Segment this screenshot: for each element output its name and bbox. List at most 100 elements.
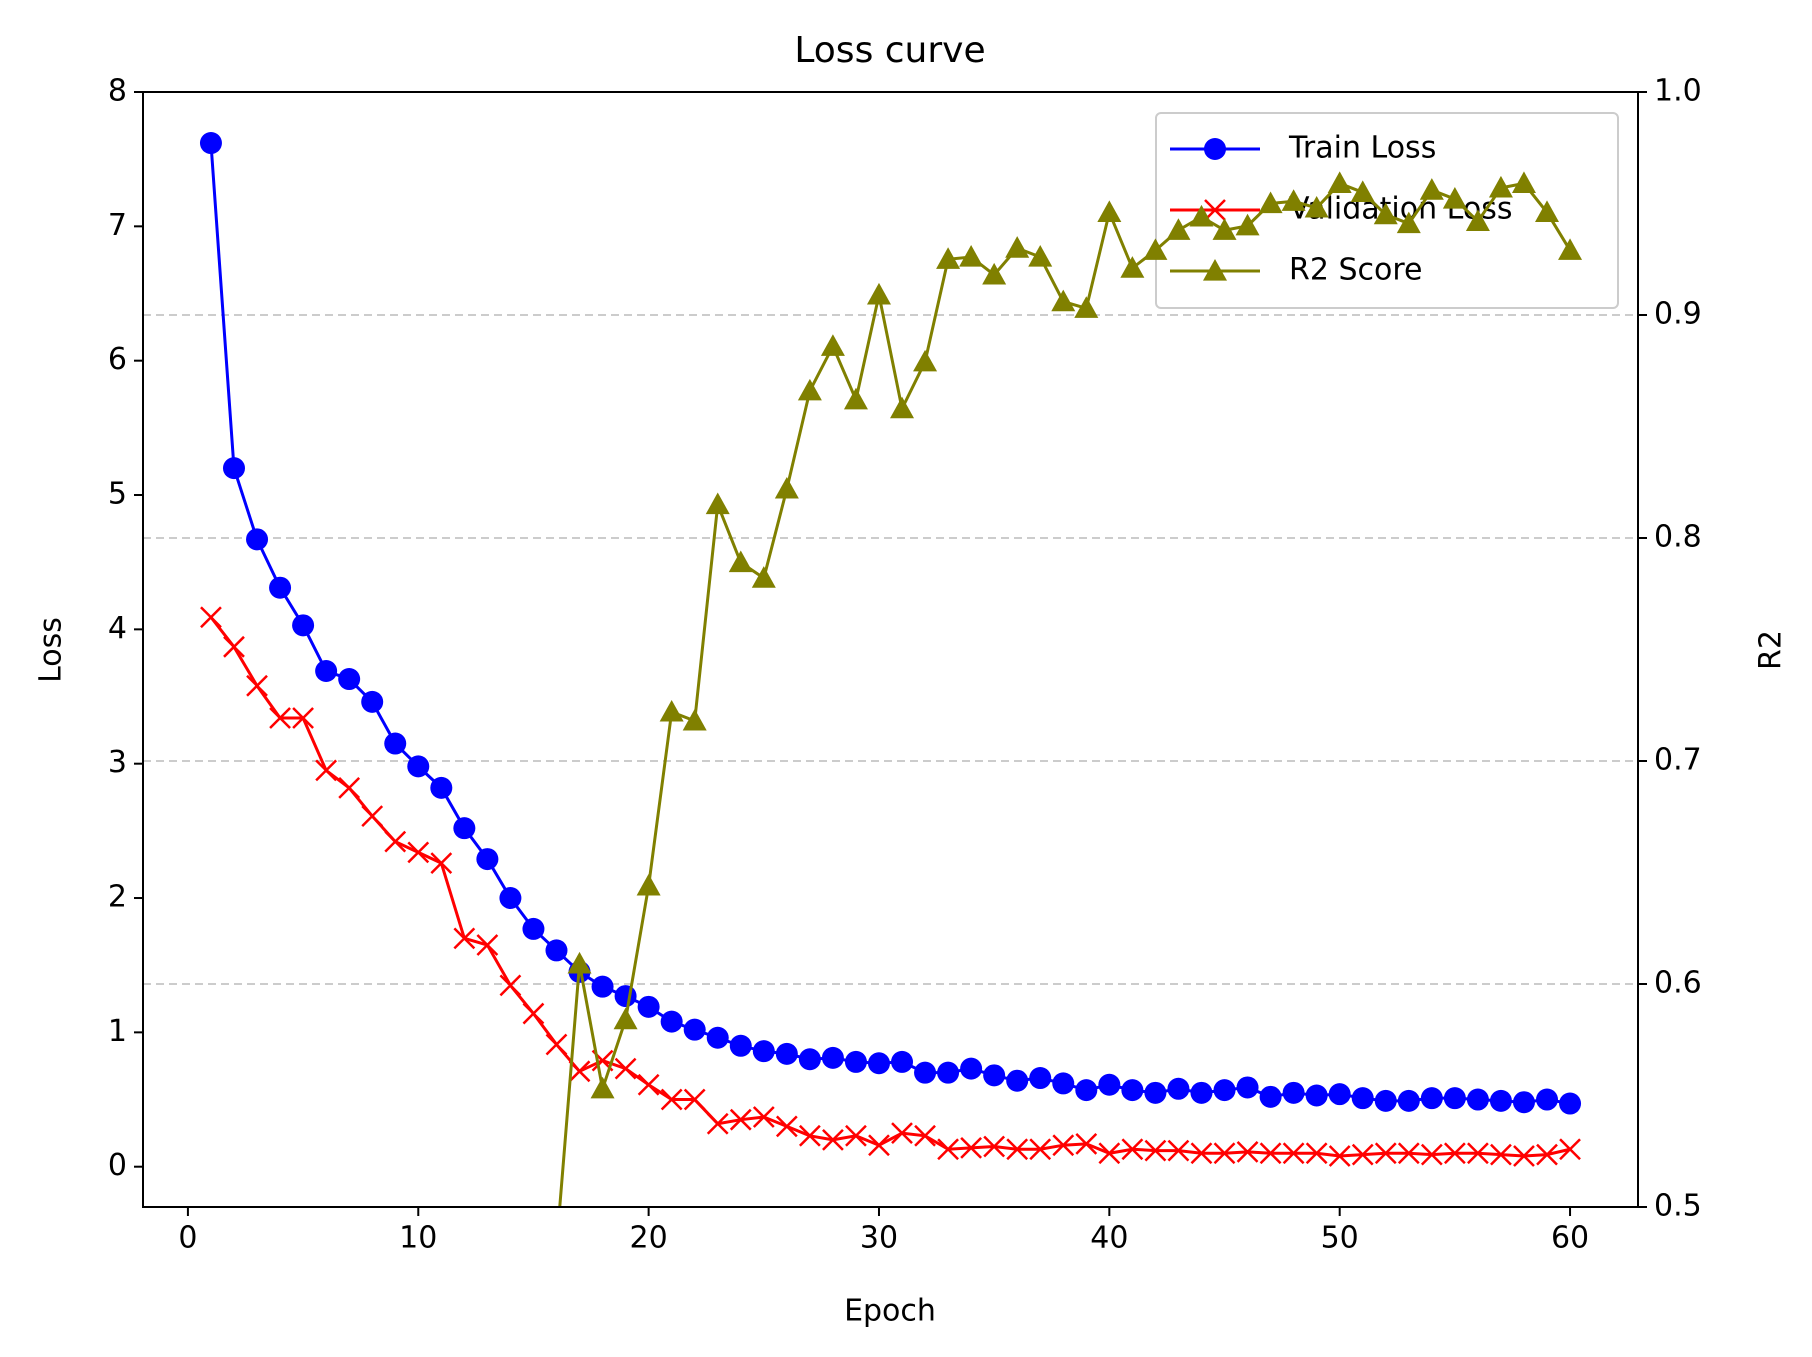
marker — [820, 334, 845, 356]
marker — [1397, 1142, 1420, 1165]
marker — [1443, 1087, 1466, 1110]
marker — [1258, 191, 1283, 214]
marker — [683, 1088, 706, 1111]
marker — [269, 707, 291, 729]
marker — [1282, 1081, 1305, 1104]
marker — [1236, 1141, 1259, 1163]
y2-tick-label: 0.7 — [1654, 743, 1702, 778]
marker — [1052, 1072, 1075, 1095]
x-tick-label: 40 — [1090, 1221, 1128, 1256]
marker — [1120, 256, 1145, 278]
marker — [614, 985, 637, 1008]
marker — [1281, 189, 1306, 211]
marker — [476, 848, 499, 871]
marker — [1028, 245, 1053, 267]
marker — [1374, 1089, 1397, 1112]
marker — [1465, 209, 1490, 231]
marker — [774, 476, 799, 499]
marker — [613, 1007, 638, 1030]
marker — [775, 1115, 798, 1138]
marker — [1212, 218, 1237, 240]
marker — [1097, 200, 1122, 223]
x-tick-label: 10 — [399, 1221, 437, 1256]
marker — [1350, 180, 1375, 202]
marker — [430, 776, 453, 799]
marker — [845, 1124, 867, 1147]
marker — [545, 1033, 568, 1056]
marker — [752, 1040, 775, 1063]
marker — [1235, 213, 1260, 236]
marker — [1305, 1142, 1328, 1165]
marker — [683, 1018, 706, 1041]
y2-tick-label: 0.8 — [1654, 520, 1702, 555]
marker — [614, 1057, 637, 1080]
marker — [1442, 187, 1467, 209]
marker — [937, 1061, 960, 1084]
marker — [706, 1112, 729, 1135]
marker — [222, 457, 245, 480]
marker — [246, 528, 269, 551]
marker — [1328, 1083, 1351, 1106]
y-tick-label: 5 — [108, 477, 127, 512]
marker — [914, 1061, 937, 1084]
marker — [982, 262, 1007, 285]
marker — [1466, 1088, 1489, 1111]
marker — [499, 974, 522, 997]
marker — [499, 887, 522, 910]
legend-label: Train Loss — [1288, 131, 1436, 166]
marker — [729, 1108, 752, 1131]
marker — [1373, 202, 1398, 225]
marker — [199, 132, 222, 155]
x-tick-label: 60 — [1551, 1221, 1589, 1256]
marker — [798, 1048, 821, 1071]
marker — [453, 927, 476, 950]
marker — [545, 939, 568, 962]
marker — [1328, 1145, 1351, 1167]
marker — [1189, 204, 1214, 227]
marker — [636, 873, 661, 896]
marker — [659, 699, 684, 722]
marker — [1098, 1073, 1121, 1096]
marker — [1535, 200, 1560, 223]
x-tick-label: 0 — [178, 1221, 197, 1256]
marker — [1374, 1142, 1397, 1165]
y2-tick-label: 0.5 — [1654, 1189, 1702, 1224]
marker — [1075, 1079, 1098, 1102]
marker — [407, 755, 430, 778]
marker — [315, 659, 338, 682]
marker — [821, 1046, 844, 1069]
y2-tick-label: 1.0 — [1654, 74, 1702, 109]
marker — [983, 1135, 1006, 1158]
marker — [1489, 1089, 1512, 1112]
marker — [868, 1134, 890, 1157]
marker — [891, 1050, 914, 1073]
y-tick-label: 4 — [108, 611, 127, 646]
marker — [797, 378, 822, 401]
marker — [338, 776, 361, 799]
marker — [384, 732, 407, 755]
marker — [798, 1124, 821, 1147]
marker — [1327, 171, 1352, 194]
marker — [1121, 1079, 1144, 1102]
marker — [752, 1106, 775, 1128]
y-tick-label: 1 — [108, 1014, 127, 1049]
marker — [891, 1122, 913, 1144]
marker — [936, 247, 961, 269]
marker — [1536, 1088, 1559, 1111]
marker — [476, 934, 499, 956]
y-tick-label: 0 — [108, 1148, 127, 1183]
marker — [1396, 211, 1421, 234]
marker — [269, 576, 292, 599]
marker — [1190, 1081, 1213, 1104]
marker — [1420, 1087, 1443, 1110]
marker — [1304, 195, 1329, 218]
marker — [1490, 1143, 1512, 1166]
marker — [1559, 1092, 1582, 1115]
marker — [1005, 236, 1030, 258]
marker — [1513, 1145, 1535, 1167]
series-line — [209, 616, 1571, 1158]
marker — [1259, 1142, 1282, 1165]
marker — [246, 674, 268, 697]
marker — [705, 492, 730, 515]
